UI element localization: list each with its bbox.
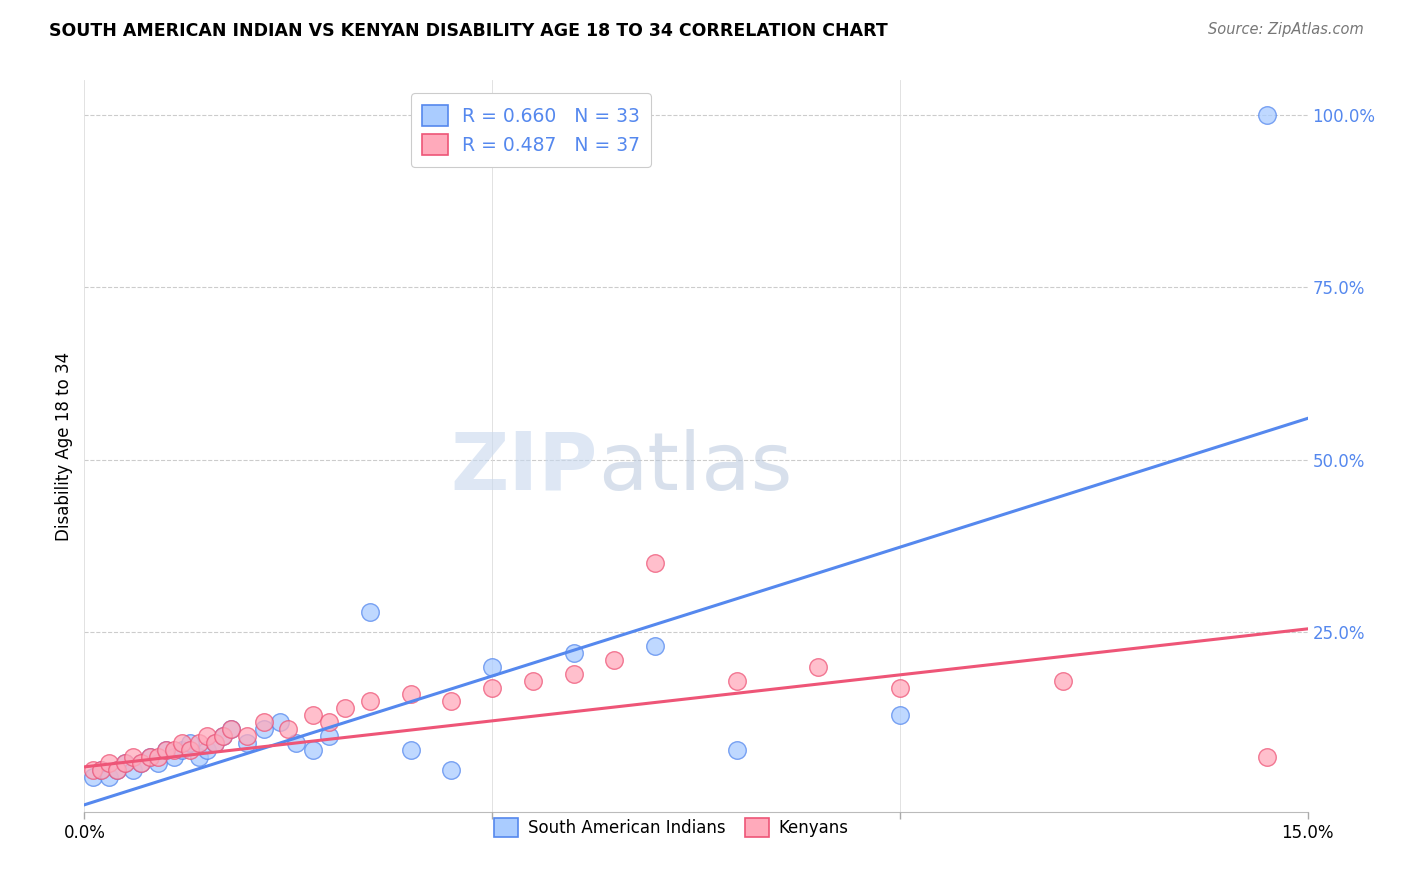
Point	[146, 756, 169, 771]
Point	[219, 722, 242, 736]
Point	[204, 736, 226, 750]
Point	[481, 660, 503, 674]
Point	[285, 736, 308, 750]
Point	[725, 673, 748, 688]
Point	[807, 660, 830, 674]
Point	[253, 722, 276, 736]
Point	[131, 756, 153, 771]
Point	[146, 749, 169, 764]
Point	[399, 742, 422, 756]
Point	[114, 756, 136, 771]
Point	[522, 673, 544, 688]
Point	[90, 764, 112, 778]
Point	[105, 764, 128, 778]
Legend: South American Indians, Kenyans: South American Indians, Kenyans	[488, 811, 855, 844]
Point	[195, 742, 218, 756]
Point	[219, 722, 242, 736]
Point	[318, 714, 340, 729]
Point	[603, 653, 626, 667]
Point	[163, 749, 186, 764]
Point	[204, 736, 226, 750]
Point	[122, 764, 145, 778]
Point	[1256, 108, 1278, 122]
Point	[195, 729, 218, 743]
Point	[399, 687, 422, 701]
Point	[889, 708, 911, 723]
Point	[277, 722, 299, 736]
Point	[97, 756, 120, 771]
Point	[82, 770, 104, 784]
Point	[1256, 749, 1278, 764]
Point	[179, 736, 201, 750]
Point	[122, 749, 145, 764]
Point	[187, 736, 209, 750]
Point	[236, 729, 259, 743]
Point	[138, 749, 160, 764]
Text: SOUTH AMERICAN INDIAN VS KENYAN DISABILITY AGE 18 TO 34 CORRELATION CHART: SOUTH AMERICAN INDIAN VS KENYAN DISABILI…	[49, 22, 889, 40]
Point	[644, 557, 666, 571]
Point	[301, 742, 323, 756]
Point	[359, 694, 381, 708]
Point	[359, 605, 381, 619]
Point	[301, 708, 323, 723]
Point	[1052, 673, 1074, 688]
Point	[187, 749, 209, 764]
Point	[172, 742, 194, 756]
Point	[562, 646, 585, 660]
Point	[155, 742, 177, 756]
Point	[481, 681, 503, 695]
Point	[212, 729, 235, 743]
Point	[114, 756, 136, 771]
Text: ZIP: ZIP	[451, 429, 598, 507]
Point	[82, 764, 104, 778]
Point	[172, 736, 194, 750]
Point	[440, 764, 463, 778]
Point	[163, 742, 186, 756]
Point	[562, 666, 585, 681]
Point	[644, 639, 666, 653]
Point	[90, 764, 112, 778]
Point	[138, 749, 160, 764]
Point	[440, 694, 463, 708]
Point	[105, 764, 128, 778]
Y-axis label: Disability Age 18 to 34: Disability Age 18 to 34	[55, 351, 73, 541]
Point	[131, 756, 153, 771]
Point	[269, 714, 291, 729]
Point	[212, 729, 235, 743]
Point	[253, 714, 276, 729]
Text: atlas: atlas	[598, 429, 793, 507]
Point	[889, 681, 911, 695]
Point	[155, 742, 177, 756]
Point	[179, 742, 201, 756]
Text: Source: ZipAtlas.com: Source: ZipAtlas.com	[1208, 22, 1364, 37]
Point	[335, 701, 357, 715]
Point	[97, 770, 120, 784]
Point	[236, 736, 259, 750]
Point	[725, 742, 748, 756]
Point	[318, 729, 340, 743]
